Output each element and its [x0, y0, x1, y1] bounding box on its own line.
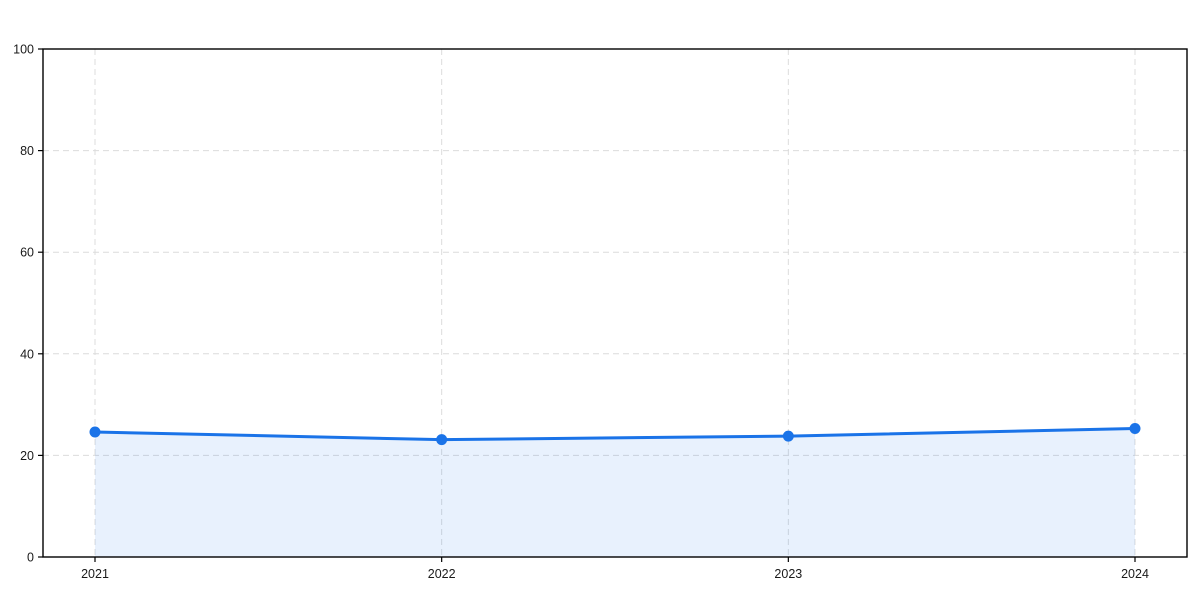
data-point-marker	[89, 426, 101, 438]
axes-border	[42, 48, 1188, 558]
trend-line	[93, 426, 1137, 442]
x-tick-label: 2022	[428, 567, 456, 581]
data-point-marker	[782, 430, 794, 442]
area-fill	[95, 428, 1135, 557]
y-tick-label: 20	[20, 449, 34, 463]
x-tick-label: 2021	[81, 567, 109, 581]
data-point-marker	[436, 434, 448, 446]
data-point-marker	[1129, 422, 1141, 434]
y-tick-label: 40	[20, 347, 34, 361]
x-tick-label: 2024	[1121, 567, 1149, 581]
y-tick-label: 60	[20, 246, 34, 260]
y-tick-label: 100	[13, 43, 34, 57]
x-tick-label: 2023	[774, 567, 802, 581]
y-tick-label: 80	[20, 144, 34, 158]
y-tick-label: 0	[27, 551, 34, 565]
